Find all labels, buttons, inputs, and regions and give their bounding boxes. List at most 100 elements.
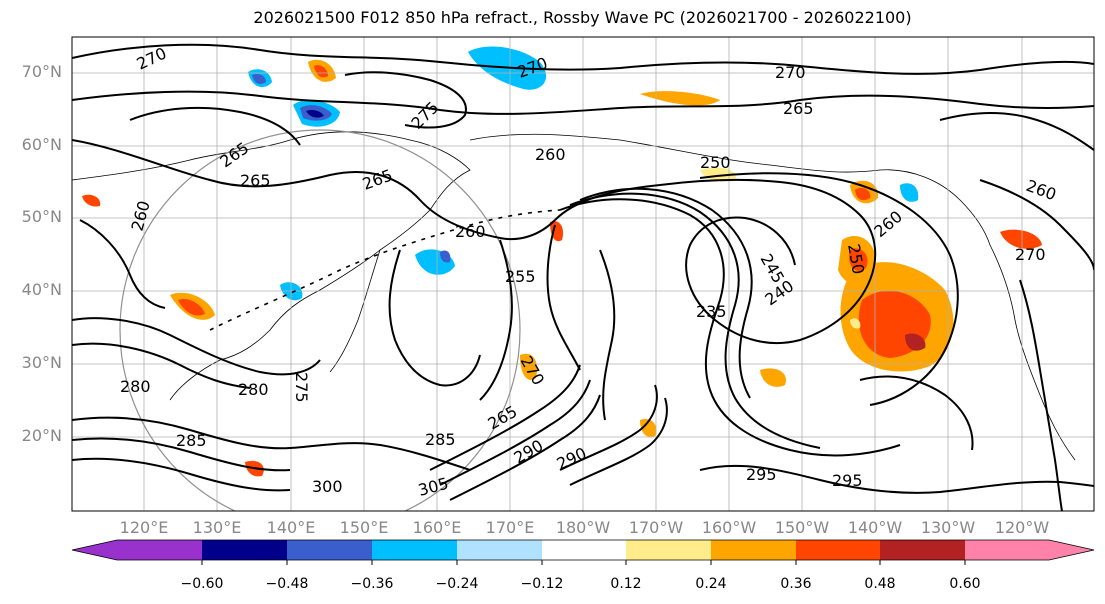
latitude-label: 40°N	[21, 280, 62, 299]
longitude-label: 140°W	[847, 518, 903, 537]
contour-line	[569, 192, 821, 449]
longitude-label: 160°E	[412, 518, 462, 537]
contour-line	[344, 71, 467, 129]
longitude-label: 130°E	[192, 518, 242, 537]
contour-line	[579, 187, 753, 399]
contour-line	[72, 139, 556, 240]
colorbar-bin	[457, 540, 542, 560]
contour-line	[559, 198, 901, 457]
colorbar-tick-label: 0.24	[695, 576, 727, 592]
contour-line	[429, 364, 581, 471]
latitude-label: 60°N	[21, 135, 62, 154]
plot-frame	[71, 36, 1095, 512]
contour-label: 260	[455, 222, 486, 241]
colorbar-tick-label: −0.48	[265, 576, 309, 592]
contour-line	[72, 90, 1094, 115]
contour-label: 295	[832, 471, 863, 490]
colorbar-bin	[287, 540, 372, 560]
anomaly-positive-region	[640, 91, 720, 106]
longitude-label: 150°W	[774, 518, 830, 537]
colorbar-tick-label: −0.36	[350, 576, 394, 592]
anomaly-positive-core	[178, 298, 205, 316]
colorbar-tick-label: −0.12	[520, 576, 564, 592]
anomaly-negative-core	[252, 73, 266, 84]
longitude-label: 140°E	[266, 518, 316, 537]
asia-coastline	[72, 131, 471, 401]
north-america-coastline	[989, 244, 1076, 461]
anomaly-positive-region	[760, 368, 786, 387]
contour-label: 275	[292, 372, 311, 403]
colorbar-ticks	[201, 560, 966, 565]
colorbar-bin	[372, 540, 457, 560]
colorbar-bin	[202, 540, 287, 560]
colorbar-bin	[796, 540, 880, 560]
contour-label: 280	[120, 377, 151, 396]
contour-label: 295	[746, 465, 777, 484]
contour-line	[72, 43, 1094, 75]
contour-line	[569, 397, 668, 486]
contour-line	[546, 224, 581, 371]
contour-line	[479, 239, 513, 401]
longitude-label: 170°W	[628, 518, 684, 537]
contour-label: 300	[312, 477, 343, 496]
contour-line	[599, 249, 616, 421]
contour-line	[559, 384, 658, 471]
contour-line	[449, 394, 601, 501]
colorbar	[71, 539, 1095, 565]
colorbar-extend-high	[1049, 540, 1094, 560]
contour-line	[388, 249, 481, 387]
anomaly-negative-region	[900, 183, 919, 202]
contour-line	[72, 416, 471, 471]
map-title: 2026021500 F012 850 hPa refract., Rossby…	[253, 8, 912, 27]
anomaly-positive-region	[520, 353, 538, 380]
colorbar-tick-label: 0.48	[864, 576, 896, 592]
longitude-label: 120°E	[119, 518, 169, 537]
colorbar-tick-label: 0.36	[780, 576, 812, 592]
contour-line	[72, 437, 291, 472]
dashed-contour	[209, 209, 561, 331]
colorbar-bin	[542, 540, 626, 560]
longitude-label: 170°E	[485, 518, 535, 537]
anomaly-positive-region	[640, 418, 657, 438]
colorbar-bin	[880, 540, 965, 560]
contour-label: 285	[176, 431, 207, 450]
dashed-contours	[209, 209, 561, 331]
contour-line	[859, 375, 974, 451]
contour-label: 265	[240, 171, 271, 190]
colorbar-bin	[626, 540, 711, 560]
anomaly-positive-core	[849, 248, 868, 271]
longitude-label: 150°E	[339, 518, 389, 537]
alaska-coastline	[469, 133, 991, 246]
colorbar-bin	[117, 540, 202, 560]
anomaly-weak-positive-region	[700, 167, 736, 182]
latitude-label: 50°N	[21, 207, 62, 226]
contour-line	[72, 342, 251, 389]
anomaly-positive-core	[855, 187, 871, 201]
anomaly-shading	[82, 46, 1042, 477]
contour-line	[699, 464, 1094, 494]
colorbar-tick-label: −0.60	[180, 576, 224, 592]
contour-label: 285	[425, 430, 456, 449]
anomaly-positive-core	[550, 220, 564, 242]
contour-line	[79, 219, 166, 309]
latitude-label: 70°N	[21, 62, 62, 81]
contour-label: 255	[505, 267, 536, 286]
anomaly-negative-core	[440, 250, 451, 263]
refractivity-contours	[72, 43, 1094, 511]
japan-coastline	[329, 249, 381, 373]
graticule	[72, 37, 1094, 511]
contour-line	[439, 379, 591, 486]
colorbar-bin	[711, 540, 796, 560]
anomaly-weak-positive-region	[850, 318, 861, 329]
colorbar-bin	[965, 540, 1049, 560]
contour-label: 280	[238, 380, 269, 399]
contour-line	[1019, 279, 1063, 511]
colorbar-tick-label: 0.60	[949, 576, 981, 592]
contour-label: 270	[1015, 245, 1046, 264]
contour-line	[699, 172, 959, 406]
longitude-label: 160°W	[701, 518, 757, 537]
contour-line	[72, 457, 291, 492]
longitude-label: 180°W	[555, 518, 611, 537]
anomaly-positive-core	[314, 65, 328, 78]
